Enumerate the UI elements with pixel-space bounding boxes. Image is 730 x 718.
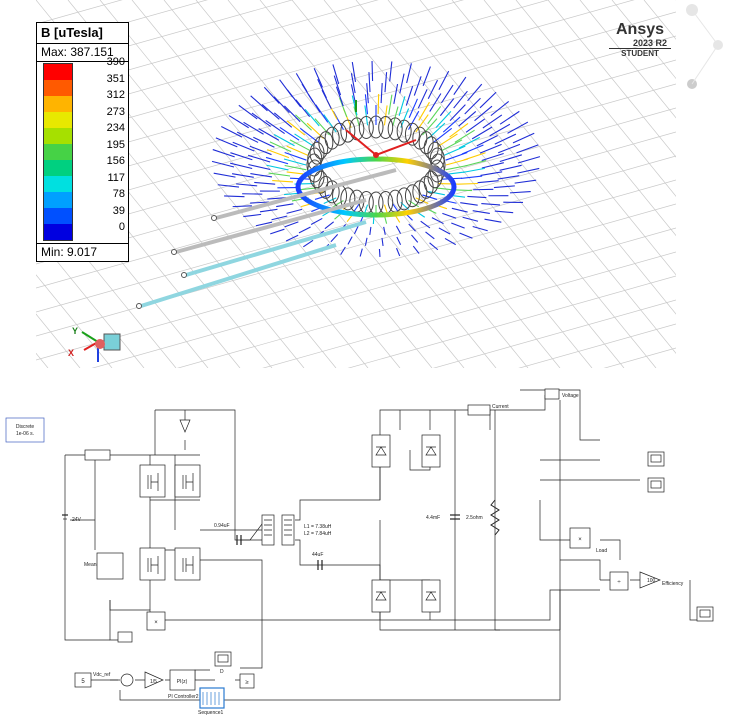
axis-triad: Y X bbox=[68, 326, 121, 362]
legend-max: Max: 387.151 bbox=[37, 44, 128, 62]
legend-tick: 156 bbox=[106, 155, 125, 167]
gain-block[interactable]: 1/5 bbox=[144, 671, 164, 689]
product-block-load[interactable] bbox=[569, 527, 591, 549]
simulink-circuit: Discrete 1e-06 s. 24V Current Voltage Me… bbox=[5, 388, 714, 716]
const-5-block[interactable]: 5 bbox=[74, 672, 92, 688]
d-label: D bbox=[220, 669, 224, 675]
resistor-25ohm[interactable]: 2.5ohm bbox=[466, 499, 500, 536]
capacitor-094uf[interactable]: 0.94uF bbox=[214, 523, 242, 545]
decorative-bubbles bbox=[686, 4, 723, 89]
vdc-ref-label: Vdc_ref bbox=[93, 672, 111, 678]
capacitor-44mf[interactable]: 4.4mF bbox=[426, 514, 460, 521]
brand-name: Ansys bbox=[615, 21, 665, 38]
compare-block[interactable]: ≥ bbox=[239, 673, 255, 689]
svg-text:÷: ÷ bbox=[617, 580, 621, 586]
feed-wires bbox=[136, 168, 397, 309]
powergui-discrete-block[interactable]: Discrete 1e-06 s. bbox=[5, 417, 45, 443]
sequence-label: Sequence1 bbox=[198, 710, 224, 716]
color-legend: B [uTesla] Max: 387.151 390 351 312 273 234 1… bbox=[36, 22, 129, 262]
brand-release: 2023 R2 bbox=[632, 38, 667, 48]
resistor-label: 2.5ohm bbox=[466, 515, 483, 521]
legend-tick: 117 bbox=[107, 171, 125, 184]
field-plot: Y X bbox=[0, 0, 730, 697]
input-current-meter[interactable] bbox=[117, 631, 133, 643]
coupling-label-l2: L2 = 7.84uH bbox=[304, 531, 332, 537]
mosfet-bridge[interactable] bbox=[139, 464, 201, 581]
pi-controller[interactable]: PI(z) PI Controller2 bbox=[168, 669, 199, 700]
x-axis-label: X bbox=[68, 348, 74, 358]
dc-label: 24V bbox=[72, 517, 82, 523]
cap1-label: 0.94uF bbox=[214, 523, 230, 529]
ground-grid bbox=[0, 0, 730, 697]
legend-tick: 39 bbox=[112, 204, 125, 217]
const5-label: 5 bbox=[81, 679, 85, 685]
discrete-label-line1: Discrete bbox=[16, 424, 35, 430]
brand-edition: STUDENT bbox=[609, 48, 671, 59]
legend-tick: 312 bbox=[106, 89, 125, 101]
gain-100-block[interactable]: 100 Efficiency bbox=[639, 571, 684, 589]
coupling-label-l1: L1 = 7.38uH bbox=[304, 524, 332, 530]
field-simulation-viewport: Y X bbox=[0, 0, 730, 697]
svg-text:×: × bbox=[154, 620, 158, 626]
pi-label: PI(z) bbox=[177, 679, 188, 685]
input-voltage-meter[interactable] bbox=[84, 449, 111, 461]
cap3-label: 4.4mF bbox=[426, 515, 440, 521]
pi-name: PI Controller2 bbox=[168, 694, 199, 700]
divide-block[interactable] bbox=[609, 571, 629, 591]
coil-rings bbox=[295, 115, 457, 218]
not-gate[interactable] bbox=[179, 419, 191, 433]
diode-rectifier[interactable] bbox=[371, 434, 441, 613]
legend-title: B [uTesla] bbox=[37, 23, 128, 44]
legend-tick: 234 bbox=[106, 122, 125, 134]
scopes[interactable] bbox=[214, 451, 714, 667]
dc-source-24v[interactable]: 24V bbox=[62, 514, 82, 523]
capacitor-44uf[interactable]: 44uF bbox=[312, 552, 323, 570]
legend-tick: 78 bbox=[112, 188, 125, 200]
legend-tick: 273 bbox=[106, 105, 125, 118]
sequence-block[interactable]: Sequence1 bbox=[198, 687, 225, 716]
svg-text:×: × bbox=[578, 537, 582, 543]
compare-symbol: ≥ bbox=[245, 680, 249, 686]
sum-block[interactable] bbox=[120, 673, 134, 687]
legend-tick: 0 bbox=[118, 221, 125, 233]
mean-label: Mean bbox=[84, 562, 97, 568]
current-meter[interactable] bbox=[467, 404, 491, 416]
center-marker bbox=[345, 100, 417, 158]
legend-min: Min: 9.017 bbox=[37, 243, 128, 261]
mean-block[interactable]: Mean bbox=[84, 552, 124, 580]
product-block-1[interactable] bbox=[146, 611, 166, 631]
legend-tick: 390 bbox=[106, 56, 125, 68]
voltage-meter[interactable] bbox=[544, 388, 560, 400]
ansys-logo: Ansys 2023 R2 STUDENT bbox=[609, 22, 671, 59]
mutual-inductance[interactable]: L1 = 7.38uH L2 = 7.84uH bbox=[261, 514, 332, 546]
legend-tick: 351 bbox=[106, 72, 125, 85]
voltage-label: Voltage bbox=[562, 393, 579, 399]
efficiency-label: Efficiency bbox=[662, 581, 684, 587]
load-label: Load bbox=[596, 548, 607, 554]
legend-tick: 195 bbox=[106, 138, 125, 151]
gain100-label: 100 bbox=[647, 578, 656, 584]
current-label: Current bbox=[492, 404, 509, 410]
cap2-label: 44uF bbox=[312, 552, 323, 558]
gain-label: 1/5 bbox=[150, 679, 157, 685]
discrete-label-line2: 1e-06 s. bbox=[16, 431, 34, 437]
y-axis-label: Y bbox=[72, 326, 78, 336]
legend-color-bar bbox=[43, 63, 73, 241]
